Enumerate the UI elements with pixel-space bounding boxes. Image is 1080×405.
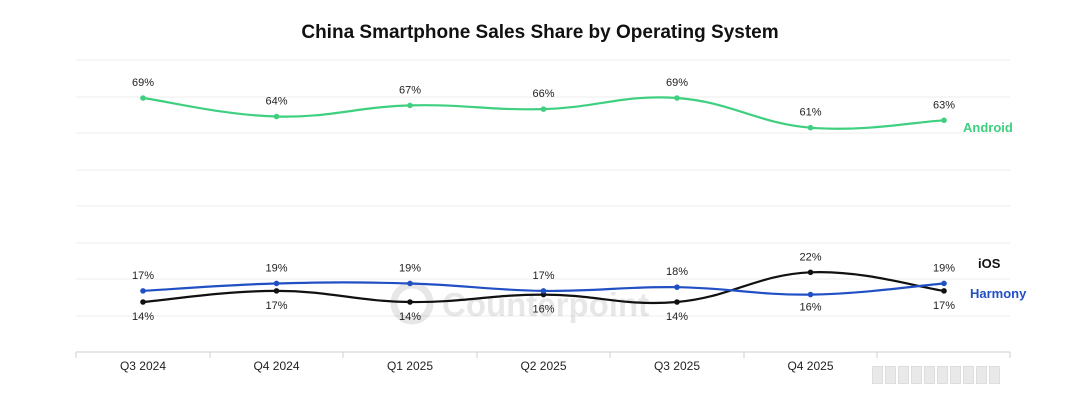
harmony-point-4	[674, 284, 680, 290]
legend-ios: iOS	[978, 256, 1001, 271]
android-point-1	[273, 113, 280, 120]
android-point-6	[941, 117, 947, 124]
x-tick-label-2: Q1 2025	[387, 359, 433, 373]
android-label-4: 69%	[666, 77, 688, 89]
android-point-5	[807, 124, 814, 131]
ios-label-3: 16%	[532, 304, 554, 316]
harmony-label-1: 19%	[265, 262, 287, 274]
harmony-point-2	[407, 280, 413, 287]
ios-label-1: 17%	[265, 300, 287, 312]
harmony-point-5	[807, 291, 814, 298]
ios-point-0	[140, 299, 146, 305]
ios-point-6	[941, 288, 947, 294]
harmony-label-2: 19%	[399, 262, 421, 274]
x-tick-label-0: Q3 2024	[120, 359, 166, 373]
ios-point-5	[807, 269, 814, 276]
series-points	[140, 95, 947, 305]
android-line	[142, 96, 945, 130]
harmony-point-0	[140, 288, 146, 294]
x-tick-label-3: Q2 2025	[520, 359, 566, 373]
x-tick-label-5: Q4 2025	[787, 359, 833, 373]
android-label-5: 61%	[799, 107, 821, 119]
ios-label-5: 22%	[799, 251, 821, 263]
harmony-point-6	[941, 280, 947, 287]
data-labels: 69% 64% 67% 66% 69% 61% 63% 17% 14% 19% 17% 19% 14% 1…	[132, 77, 955, 323]
ios-point-2	[407, 299, 413, 305]
x-tick-label-1: Q4 2024	[253, 359, 299, 373]
ios-label-2: 14%	[399, 311, 421, 323]
android-label-1: 64%	[265, 96, 287, 108]
legend-harmony: Harmony	[970, 286, 1027, 301]
android-label-3: 66%	[532, 88, 554, 100]
android-point-2	[407, 102, 413, 109]
harmony-label-4: 18%	[666, 266, 688, 278]
harmony-label-5: 16%	[799, 302, 821, 314]
ios-label-0: 14%	[132, 311, 154, 323]
ios-point-4	[674, 299, 680, 305]
ios-point-1	[273, 288, 280, 294]
harmony-label-0: 17%	[132, 270, 154, 282]
gridlines	[76, 59, 1010, 317]
harmony-point-1	[273, 280, 280, 287]
ios-label-6: 17%	[933, 300, 955, 312]
android-label-0: 69%	[132, 77, 154, 89]
android-point-3	[540, 106, 547, 112]
x-axis: Q3 2024 Q4 2024 Q1 2025 Q2 2025 Q3 2025 Q4 20…	[75, 351, 1011, 373]
harmony-label-6: 19%	[933, 262, 955, 274]
android-label-2: 67%	[399, 84, 421, 96]
android-point-0	[140, 95, 146, 101]
decorative-strip	[872, 366, 1002, 384]
harmony-label-3: 17%	[532, 270, 554, 282]
ios-label-4: 14%	[666, 311, 688, 323]
android-label-6: 63%	[933, 99, 955, 111]
chart-title: China Smartphone Sales Share by Operatin…	[301, 22, 779, 43]
harmony-point-3	[540, 288, 547, 294]
android-point-4	[674, 95, 680, 101]
x-tick-label-4: Q3 2025	[654, 359, 700, 373]
legend-android: Android	[963, 120, 1013, 135]
legend: Android iOS Harmony	[963, 120, 1027, 301]
